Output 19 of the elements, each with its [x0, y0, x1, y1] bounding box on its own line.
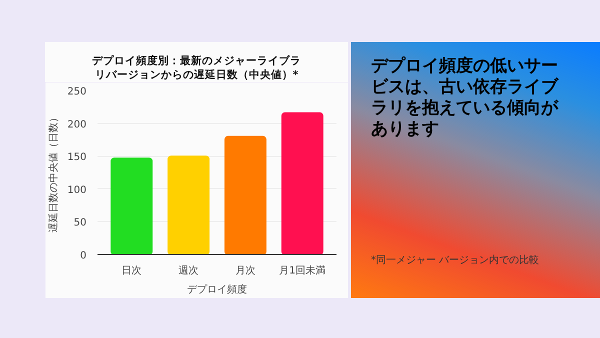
- y-tick-label: 150: [67, 152, 87, 164]
- y-tick-label: 200: [67, 119, 87, 130]
- x-tick-label: 月1回未満: [279, 264, 326, 276]
- bar: [168, 156, 210, 254]
- x-tick-label: 週次: [178, 266, 199, 276]
- bar: [281, 112, 324, 254]
- y-tick-label: 100: [67, 184, 87, 196]
- x-tick-label: 月次: [235, 266, 256, 276]
- y-tick-label: 50: [74, 218, 87, 229]
- x-axis-title: デプロイ頻度: [187, 284, 247, 296]
- y-tick-label: 250: [67, 86, 87, 98]
- y-tick-label: 0: [80, 250, 87, 262]
- text: デプロイ頻度の低いサービスは、古い依存ライブラリを抱えている傾向があります: [371, 56, 560, 140]
- y-axis-title: 遅延日数の中央値（日数）: [47, 112, 60, 232]
- text: *同一メジャー バージョン内での比較: [371, 254, 540, 268]
- bar: [110, 158, 153, 254]
- x-tick-label: 日次: [122, 266, 142, 276]
- bar: [224, 136, 266, 254]
- chart-title: デプロイ頻度別：最新のメジャーライブラリバージョンからの遅延日数（中央値）*: [91, 54, 302, 82]
